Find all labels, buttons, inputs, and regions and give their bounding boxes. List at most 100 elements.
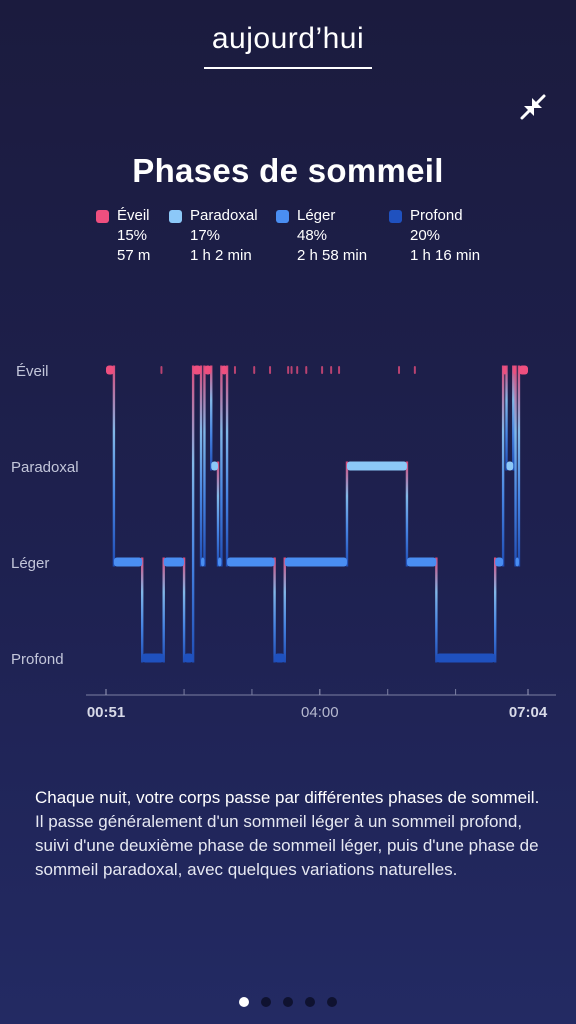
stage-bar	[113, 557, 143, 567]
legend-name: Profond	[410, 207, 463, 224]
stage-transition	[493, 557, 497, 663]
legend-item-profond: Profond 20% 1 h 16 min	[389, 206, 481, 266]
legend-name: Éveil	[117, 207, 150, 224]
chart-title: Phases de sommeil	[132, 152, 444, 189]
stage-label: Profond	[11, 651, 64, 668]
stage-transition	[112, 365, 116, 567]
stage-bar	[515, 557, 519, 567]
legend-swatch-paradoxal	[169, 210, 182, 223]
stage-transition	[514, 365, 517, 567]
stage-transition	[182, 557, 186, 663]
page-dot[interactable]	[305, 997, 315, 1007]
page-indicator	[0, 997, 576, 1007]
stage-transition	[283, 557, 286, 663]
legend-duration: 2 h 58 min	[297, 247, 368, 264]
stage-bar	[274, 653, 285, 663]
stage-transition	[216, 461, 220, 567]
collapse-button[interactable]	[516, 90, 550, 124]
stage-transition	[210, 365, 213, 471]
legend-name: Paradoxal	[190, 207, 258, 224]
brief-awakening	[338, 366, 341, 374]
stage-bar	[163, 557, 185, 567]
stage-transition	[162, 557, 165, 663]
legend-percent: 20%	[410, 227, 441, 244]
x-tick-label: 00:51	[87, 704, 125, 721]
x-tick-label: 04:00	[301, 704, 339, 721]
brief-awakening	[321, 366, 324, 374]
legend-swatch-profond	[389, 210, 402, 223]
legend-duration: 1 h 16 min	[410, 247, 481, 264]
stage-transition	[501, 365, 505, 567]
description-body: Il passe généralement d'un sommeil léger…	[35, 812, 539, 879]
stage-transition	[435, 557, 438, 663]
legend-percent: 48%	[297, 227, 328, 244]
stage-transition	[199, 365, 203, 567]
stage-bar	[518, 365, 528, 375]
brief-awakening	[233, 366, 236, 374]
brief-awakening	[287, 366, 290, 374]
page-dot[interactable]	[239, 997, 249, 1007]
stage-transition	[191, 365, 195, 663]
collapse-arrows-icon	[520, 94, 546, 120]
brief-awakening	[269, 366, 272, 374]
stage-bar	[211, 461, 219, 471]
stage-bar	[184, 653, 194, 663]
stage-bar	[506, 461, 514, 471]
stage-bar	[218, 557, 222, 567]
brief-awakening	[160, 366, 163, 374]
stage-bar	[346, 461, 407, 471]
brief-awakening	[413, 366, 416, 374]
page-title: aujourd’hui	[211, 22, 365, 55]
legend-swatch-leger	[276, 210, 289, 223]
stage-transition	[225, 365, 229, 567]
stage-label: Léger	[11, 555, 49, 572]
stage-bar	[106, 365, 114, 375]
stage-bar	[503, 365, 507, 375]
page-dot[interactable]	[327, 997, 337, 1007]
stage-bar	[221, 365, 228, 375]
title-underline	[204, 67, 372, 69]
stage-bar	[142, 653, 164, 663]
stage-transition	[512, 365, 515, 471]
brief-awakening	[253, 366, 256, 374]
page-dot[interactable]	[283, 997, 293, 1007]
legend-duration: 57 m	[117, 247, 151, 264]
stage-bar	[513, 365, 516, 375]
legend-percent: 15%	[117, 227, 148, 244]
stage-transition	[220, 365, 223, 567]
legend-percent: 17%	[190, 227, 221, 244]
stage-transition	[345, 461, 349, 567]
legend-name: Léger	[297, 207, 336, 224]
stage-transition	[273, 557, 276, 663]
legend-item-leger: Léger 48% 2 h 58 min	[276, 206, 368, 266]
sleep-stages-chart: Éveil Paradoxal Léger Profond 00:51 04:00 07:…	[11, 363, 556, 721]
stage-transition	[203, 365, 206, 567]
stage-bar	[436, 653, 496, 663]
stage-transition	[141, 557, 144, 663]
stage-label: Paradoxal	[11, 459, 79, 476]
brief-awakening	[296, 366, 299, 374]
stage-transition	[505, 365, 508, 471]
stage-bar	[227, 557, 275, 567]
stage-transition	[405, 461, 409, 567]
stage-bar	[406, 557, 437, 567]
stage-bar	[495, 557, 504, 567]
page-dot[interactable]	[261, 997, 271, 1007]
stage-label: Éveil	[16, 363, 49, 380]
legend-swatch-eveil	[96, 210, 109, 223]
legend-item-eveil: Éveil 15% 57 m	[96, 206, 151, 266]
brief-awakening	[398, 366, 401, 374]
legend-duration: 1 h 2 min	[190, 247, 252, 264]
stage-bar	[204, 365, 212, 375]
brief-awakening	[305, 366, 308, 374]
description: Chaque nuit, votre corps passe par diffé…	[35, 786, 550, 882]
x-tick-label: 07:04	[509, 704, 548, 721]
stage-bar	[193, 365, 202, 375]
stage-transition	[517, 365, 521, 567]
description-lead: Chaque nuit, votre corps passe par diffé…	[35, 788, 540, 807]
brief-awakening	[290, 366, 293, 374]
stage-bar	[284, 557, 347, 567]
brief-awakening	[330, 366, 333, 374]
stage-bar	[201, 557, 205, 567]
legend-item-paradoxal: Paradoxal 17% 1 h 2 min	[169, 206, 258, 266]
